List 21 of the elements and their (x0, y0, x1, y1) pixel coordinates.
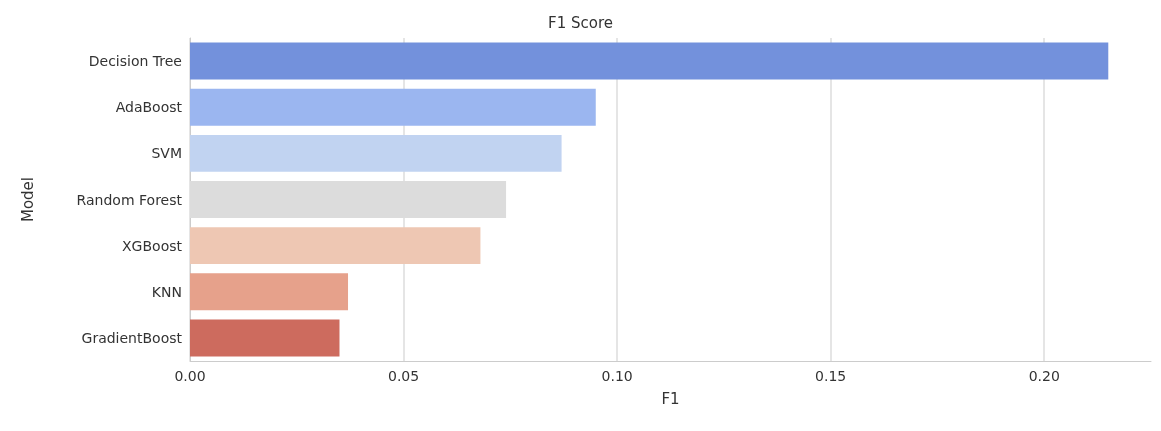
x-tick-label: 0.05 (387, 368, 420, 384)
bar (190, 319, 340, 357)
y-tick-label: AdaBoost (115, 99, 183, 116)
chart-title: F1 Score (548, 13, 613, 32)
y-axis-title: Model (18, 176, 37, 223)
y-tick-label: Random Forest (76, 191, 183, 208)
x-tick-label: 0.15 (815, 368, 847, 384)
y-tick-label: SVM (151, 145, 182, 162)
x-axis-title: F1 (661, 389, 680, 408)
y-tick-label: XGBoost (122, 237, 183, 254)
bar (190, 42, 1109, 80)
bar (190, 134, 562, 172)
bar (190, 227, 481, 265)
y-tick-label: KNN (151, 283, 182, 300)
y-tick-label: GradientBoost (81, 329, 183, 346)
y-tick-label: Decision Tree (88, 53, 182, 70)
bar (190, 273, 349, 311)
x-tick-label: 0.00 (174, 368, 206, 384)
x-tick-label: 0.10 (601, 368, 633, 384)
bar (190, 88, 596, 126)
x-tick-label: 0.20 (1028, 368, 1060, 384)
